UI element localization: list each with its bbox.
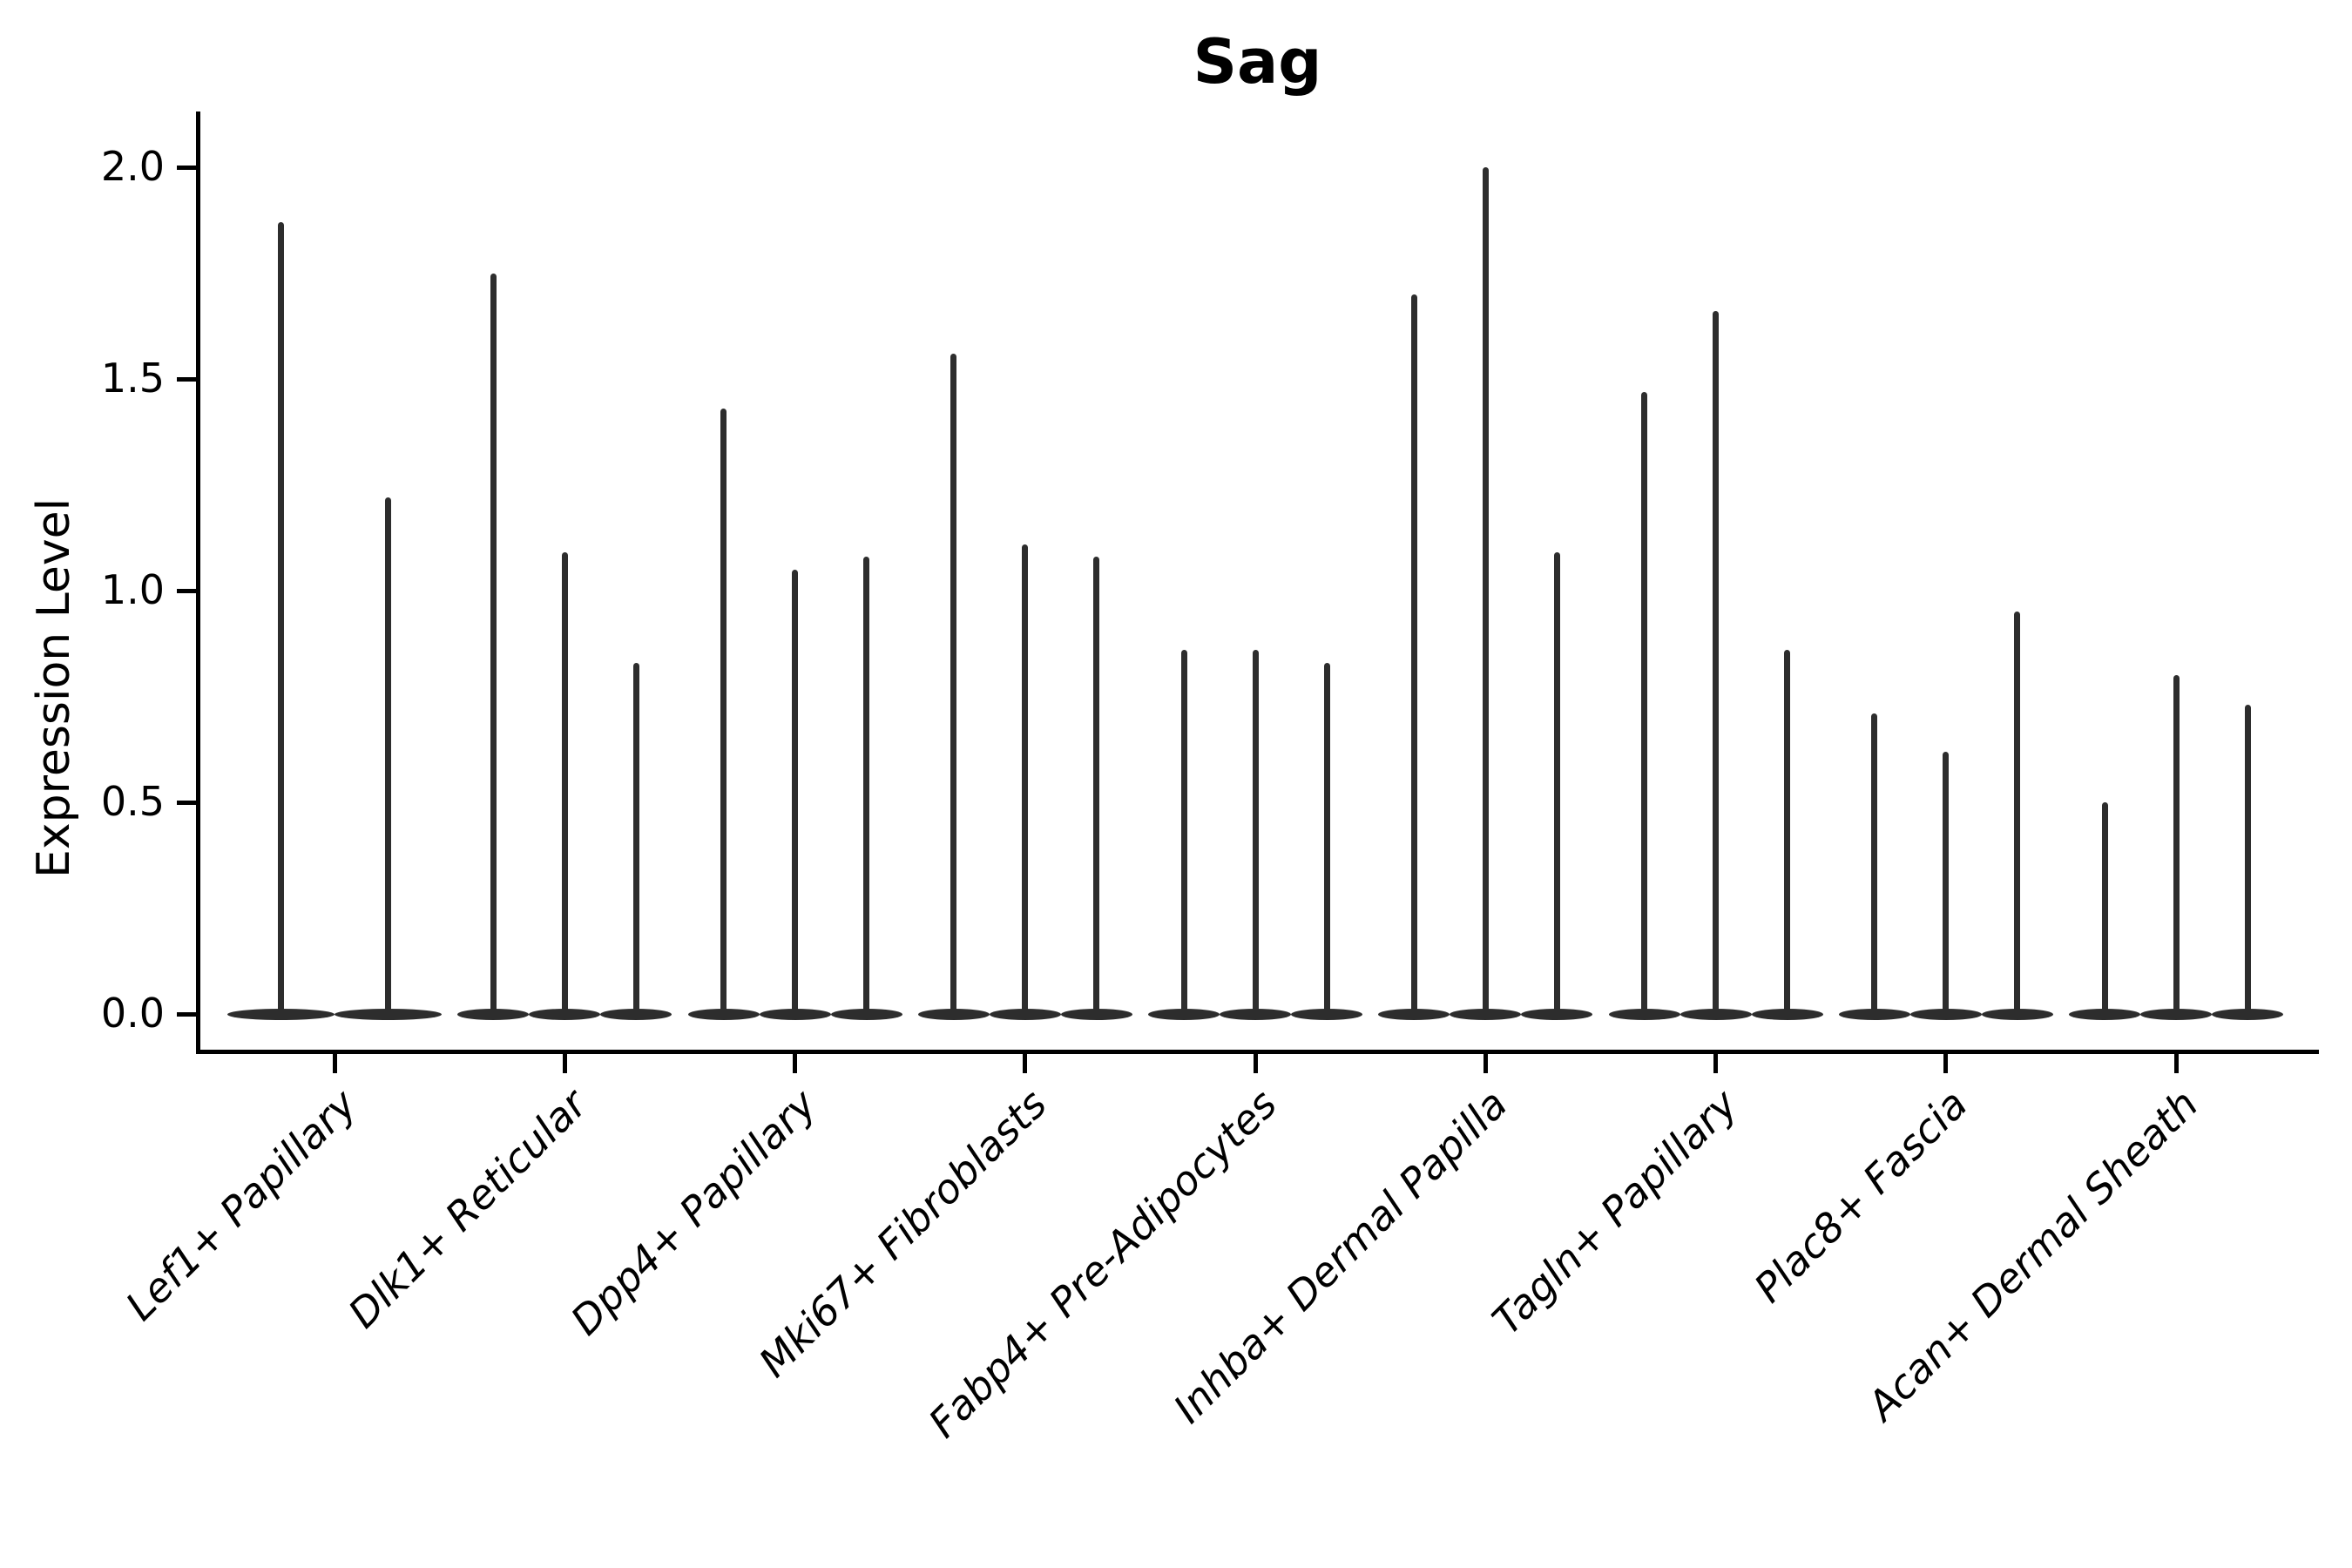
violin-spike [792,569,798,1014]
violin-base [1291,1008,1362,1020]
violin-base [1378,1008,1450,1020]
y-tick-label: 2.0 [100,143,165,190]
y-tick-mark [177,376,196,382]
violin-base [989,1008,1061,1020]
violin-spike [1180,650,1187,1014]
y-tick-label: 0.5 [100,778,165,825]
violin-base [1220,1008,1291,1020]
violin-spike [950,353,957,1014]
y-axis-spine [196,112,200,1054]
violin-spike [1022,544,1029,1014]
y-tick-mark [177,165,196,170]
x-tick-mark [2173,1050,2179,1073]
violin-base [1838,1008,1910,1020]
violin-spike [561,552,568,1014]
violin-base [2140,1008,2212,1020]
violin-base [2212,1008,2283,1020]
y-tick-label: 0.0 [100,990,165,1037]
violin-spike [278,222,284,1014]
chart-title: Sag [1193,26,1322,98]
y-tick-label: 1.0 [100,566,165,613]
violin-base [1981,1008,2053,1020]
violin-spike [632,662,639,1014]
violin-base [1521,1008,1593,1020]
violin-base [917,1008,990,1020]
y-tick-label: 1.5 [100,355,165,402]
violin-spike [1410,294,1417,1014]
violin-base [1608,1008,1680,1020]
violin-base [759,1008,831,1020]
violin-spike [2014,612,2021,1014]
violin-base [1148,1008,1220,1020]
x-tick-mark [1253,1050,1258,1073]
violin-base [1450,1008,1522,1020]
y-tick-mark [177,588,196,593]
violin-spike [1093,557,1100,1014]
violin-spike [2101,802,2108,1014]
violin-base [687,1008,760,1020]
violin-base [457,1008,530,1020]
violin-spike [1323,662,1330,1014]
violin-spike [1252,650,1259,1014]
x-tick-mark [1943,1050,1949,1073]
violin-base [335,1008,442,1020]
x-tick-label: Dpp4+ Papillary [562,1080,826,1344]
x-tick-label: Plac8+ Fascia [1745,1080,1977,1312]
x-tick-label: Lef1+ Papillary [116,1080,366,1330]
violin-spike [720,409,727,1014]
violin-base [1680,1008,1752,1020]
violin-base [2069,1008,2140,1020]
violin-spike [1871,713,1878,1014]
x-tick-label: Dlk1+ Reticular [338,1080,596,1337]
violin-spike [2173,675,2180,1014]
violin-spike [1713,311,1719,1014]
violin-spike [490,273,497,1014]
x-tick-mark [793,1050,797,1073]
violin-base [600,1008,672,1020]
violin-spike [1553,552,1560,1014]
violin-base [1909,1008,1982,1020]
violin-spike [1641,391,1647,1014]
violin-spike [385,497,391,1014]
violin-base [1751,1008,1823,1020]
violin-spike [1784,650,1790,1014]
x-tick-mark [1023,1050,1028,1073]
violin-base [1060,1008,1132,1020]
x-tick-mark [562,1050,567,1073]
violin-spike [2244,705,2251,1014]
y-tick-mark [177,800,196,805]
violin-spike [1482,167,1489,1014]
violin-spike [863,557,869,1014]
violin-base [830,1008,902,1020]
violin-base [529,1008,601,1020]
x-tick-mark [1713,1050,1718,1073]
x-tick-mark [1483,1050,1488,1073]
violin-spike [1943,751,1950,1014]
x-axis-spine [196,1050,2319,1054]
x-tick-label: Tagln+ Papillary [1483,1080,1747,1344]
x-tick-mark [332,1050,337,1073]
violin-base [227,1008,335,1020]
y-tick-mark [177,1011,196,1017]
